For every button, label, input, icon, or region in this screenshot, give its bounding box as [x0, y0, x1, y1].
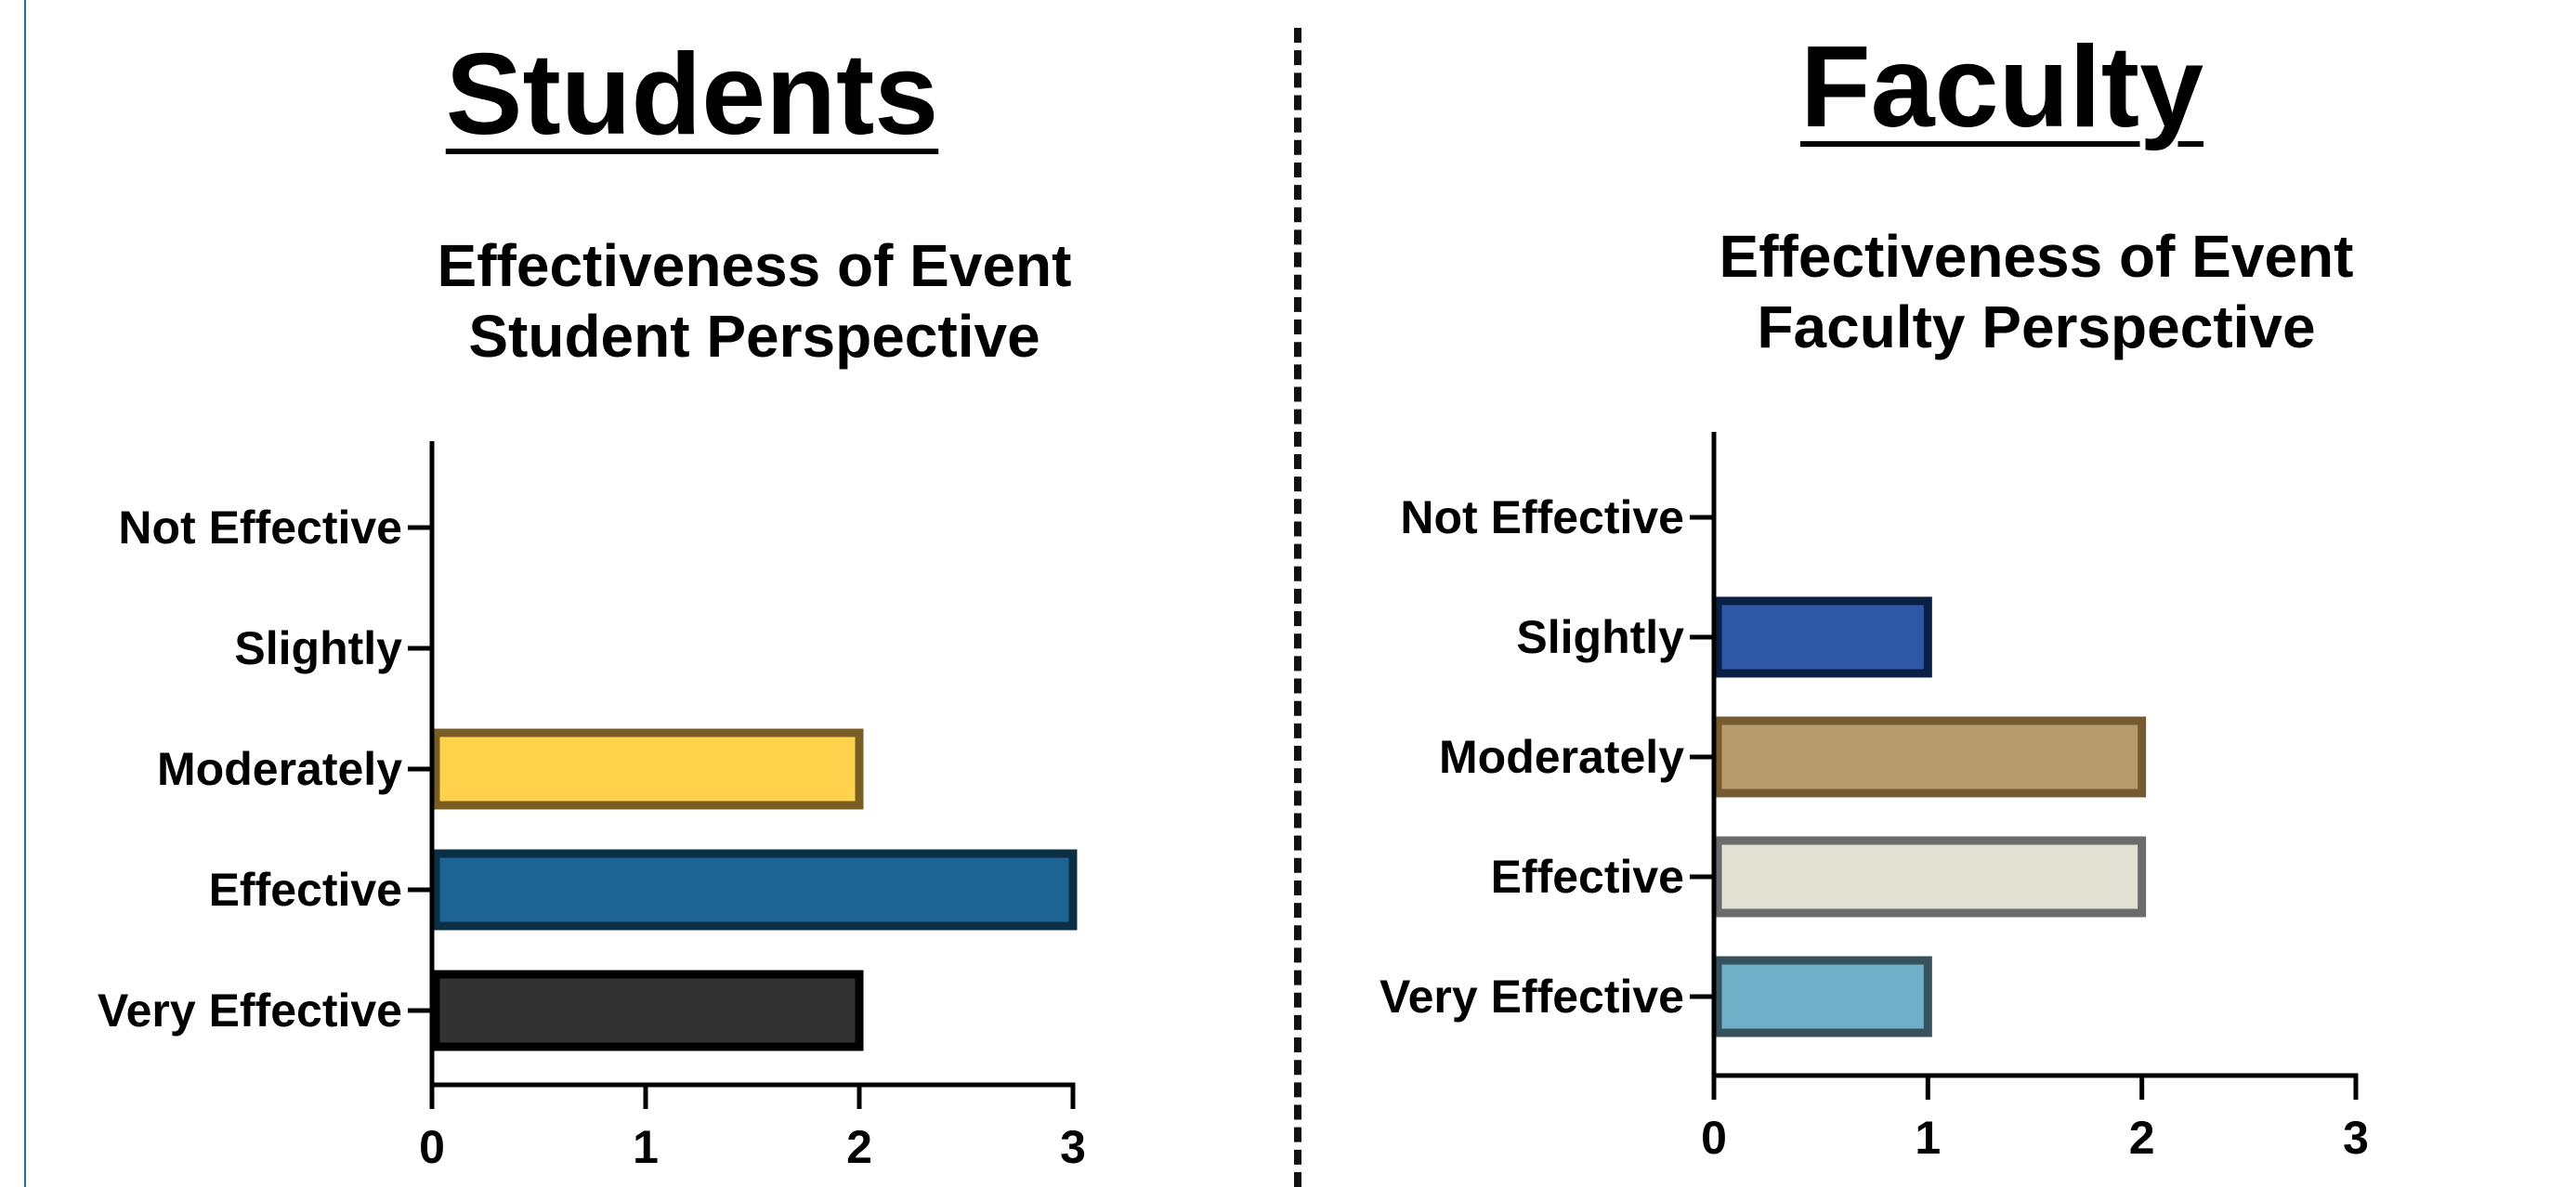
faculty-bar-3 [1713, 836, 2147, 918]
faculty-heading: Faculty [1799, 23, 2204, 151]
students-x-tick-label-0: 0 [419, 1121, 445, 1173]
faculty-chart-title-line-1: Effectiveness of Event [1719, 223, 2354, 290]
faculty-x-tick-label-2: 2 [2129, 1112, 2155, 1164]
students-x-tick-label-2: 2 [846, 1121, 872, 1173]
students-chart-title-line-1: Effectiveness of Event [437, 232, 1072, 299]
faculty-category-label-3: Effective [1491, 851, 1684, 903]
students-bar-4 [431, 970, 864, 1051]
faculty-bar-1 [1713, 596, 1932, 678]
faculty-chart-title-line-2: Faculty Perspective [1757, 293, 2316, 360]
students-bar-3 [431, 849, 1078, 931]
students-x-tick-label-1: 1 [633, 1121, 659, 1173]
faculty-category-label-1: Slightly [1516, 611, 1684, 663]
faculty-bar-2 [1713, 716, 2147, 798]
students-x-tick-label-3: 3 [1060, 1121, 1086, 1173]
students-category-label-4: Very Effective [98, 985, 402, 1037]
students-category-label-1: Slightly [234, 622, 402, 674]
dashed-divider [1294, 28, 1301, 1187]
faculty-category-label-4: Very Effective [1380, 971, 1684, 1023]
students-bar-2 [431, 728, 864, 810]
left-edge-rule [24, 0, 26, 1187]
faculty-chart-title: Effectiveness of Event Faculty Perspecti… [1720, 221, 2354, 362]
students-category-label-2: Moderately [157, 743, 402, 795]
faculty-x-tick-label-1: 1 [1915, 1112, 1941, 1164]
students-chart-title: Effectiveness of Event Student Perspecti… [438, 230, 1072, 372]
faculty-bar-4 [1713, 956, 1932, 1037]
faculty-x-tick-label-3: 3 [2343, 1112, 2369, 1164]
students-heading: Students [445, 31, 939, 159]
faculty-category-label-0: Not Effective [1400, 491, 1684, 543]
faculty-category-label-2: Moderately [1439, 731, 1684, 783]
students-chart-title-line-2: Student Perspective [468, 303, 1040, 370]
faculty-x-tick-label-0: 0 [1701, 1112, 1727, 1164]
students-category-label-0: Not Effective [118, 502, 402, 554]
students-category-label-3: Effective [209, 864, 402, 916]
